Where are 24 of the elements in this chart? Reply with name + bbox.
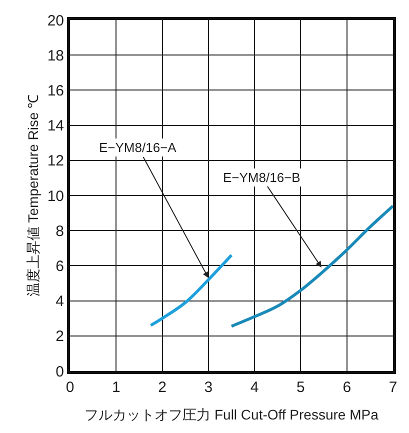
y-tick-label: 4	[56, 293, 64, 310]
x-tick-label: 4	[250, 379, 259, 396]
y-tick-label: 8	[56, 222, 64, 240]
annotation: E−YM8/16−A	[99, 140, 177, 155]
x-tick-label: 7	[388, 379, 398, 396]
x-tick-label: 1	[112, 379, 120, 396]
y-tick-label: 14	[47, 118, 64, 135]
line-series	[149, 254, 233, 327]
y-tick-label: 20	[47, 12, 64, 30]
y-tick-label: 16	[47, 82, 64, 100]
x-tick-label: 2	[158, 379, 166, 396]
x-tick-label: 5	[296, 379, 305, 396]
y-tick-label: 18	[47, 47, 64, 64]
y-tick-label: 6	[56, 258, 64, 275]
y-tick-label: 10	[47, 188, 64, 205]
x-axis-title: フルカットオフ圧力 Full Cut-Off Pressure MPa	[84, 406, 379, 422]
y-tick-label: 0	[56, 363, 64, 380]
x-tick-label: 6	[342, 379, 352, 396]
y-tick-label: 2	[56, 328, 64, 346]
y-tick-label: 12	[47, 152, 64, 170]
line-series	[230, 204, 393, 328]
annotation: E−YM8/16−B	[223, 170, 300, 185]
x-tick-label: 3	[204, 379, 213, 396]
y-axis-title: 温度上昇値 Temperature Rise ℃	[24, 94, 41, 297]
